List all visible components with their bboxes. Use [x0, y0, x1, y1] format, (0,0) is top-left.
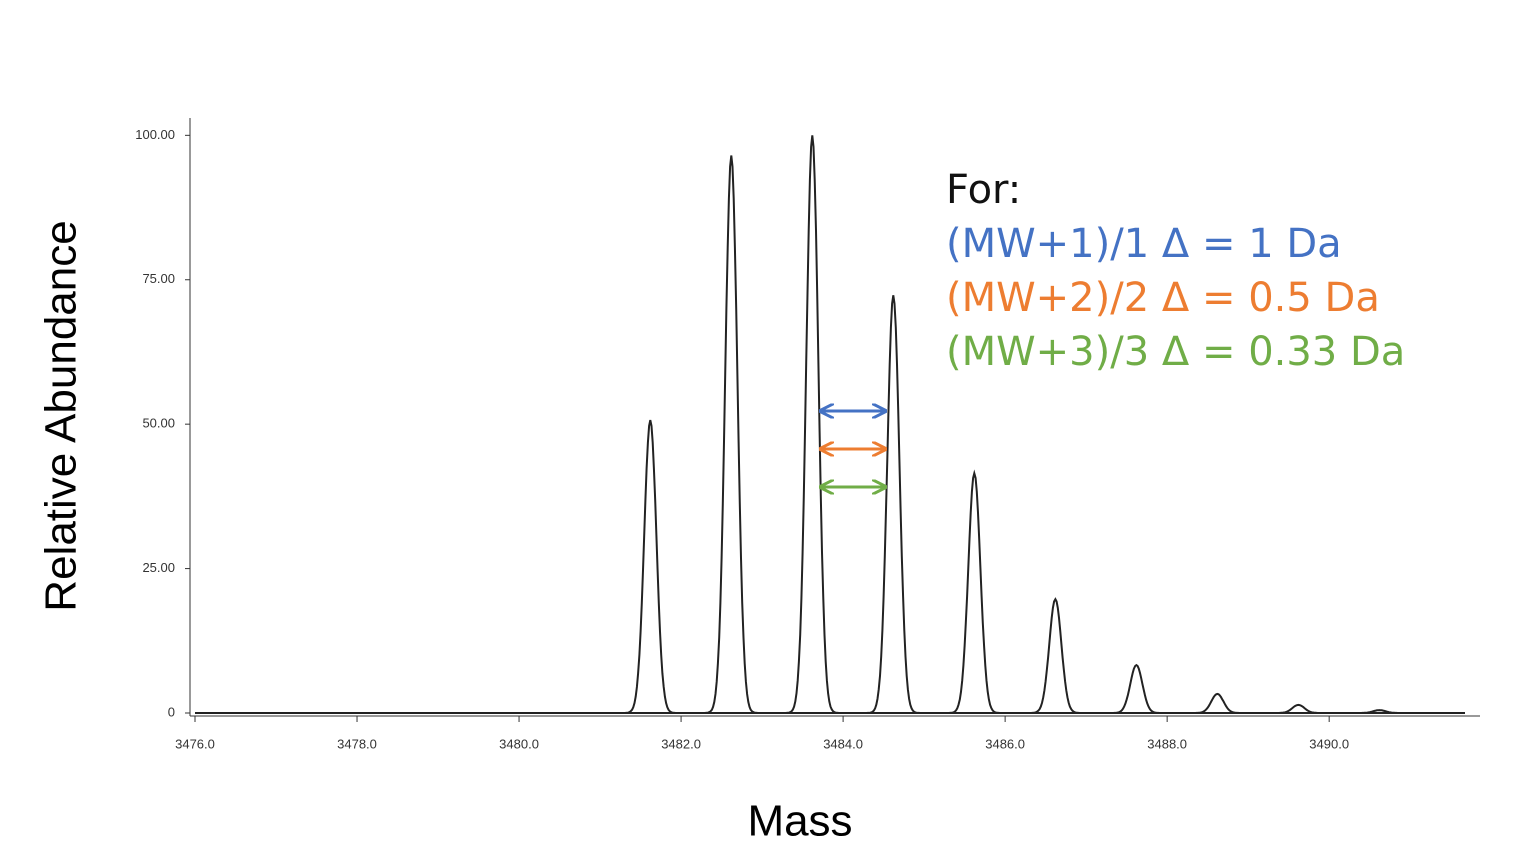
peak	[694, 155, 768, 714]
peak	[1342, 709, 1416, 714]
y-tick-label: 75.00	[142, 271, 175, 286]
peak	[775, 135, 849, 714]
x-axis-title: Mass	[747, 797, 852, 846]
y-axis-title: Relative Abundance	[37, 220, 86, 611]
peak	[1018, 597, 1092, 714]
peak	[1099, 663, 1173, 714]
annotation: (MW+3)/3 Δ = 0.33 Da	[946, 329, 1405, 375]
x-tick-label: 3478.0	[337, 736, 377, 751]
peak	[1180, 692, 1254, 714]
x-tick-label: 3488.0	[1147, 736, 1187, 751]
x-tick-label: 3476.0	[175, 736, 215, 751]
y-tick-label: 100.00	[135, 127, 175, 142]
x-tick-label: 3484.0	[823, 736, 863, 751]
annotation: For:	[946, 167, 1021, 213]
x-tick-label: 3480.0	[499, 736, 539, 751]
peak	[613, 419, 687, 714]
annotation: (MW+1)/1 Δ = 1 Da	[946, 221, 1342, 267]
x-tick-label: 3486.0	[985, 736, 1025, 751]
peak	[856, 295, 930, 714]
y-tick-label: 0	[168, 704, 175, 719]
x-tick-label: 3482.0	[661, 736, 701, 751]
peak	[937, 469, 1011, 714]
x-tick-label: 3490.0	[1309, 736, 1349, 751]
y-tick-label: 25.00	[142, 560, 175, 575]
y-tick-label: 50.00	[142, 416, 175, 431]
peak	[1261, 703, 1335, 714]
annotation: (MW+2)/2 Δ = 0.5 Da	[946, 275, 1380, 321]
